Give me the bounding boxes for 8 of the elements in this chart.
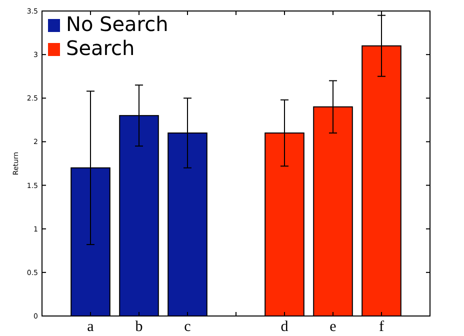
x-tick-label: d bbox=[280, 319, 289, 335]
x-tick-label: f bbox=[379, 319, 384, 335]
x-tick-label: e bbox=[330, 319, 337, 335]
x-tick-label: c bbox=[184, 319, 192, 335]
legend-label: Search bbox=[66, 36, 135, 60]
legend-label: No Search bbox=[66, 12, 168, 36]
x-tick-label: b bbox=[135, 319, 143, 335]
x-tick-label: a bbox=[87, 319, 94, 335]
